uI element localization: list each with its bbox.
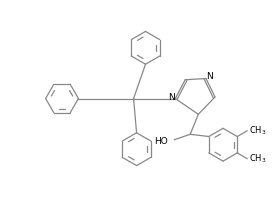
Text: CH$_3$: CH$_3$ [249, 125, 266, 137]
Text: CH$_3$: CH$_3$ [249, 152, 266, 165]
Text: N: N [206, 72, 213, 81]
Text: HO: HO [154, 137, 168, 146]
Text: N: N [168, 92, 175, 101]
